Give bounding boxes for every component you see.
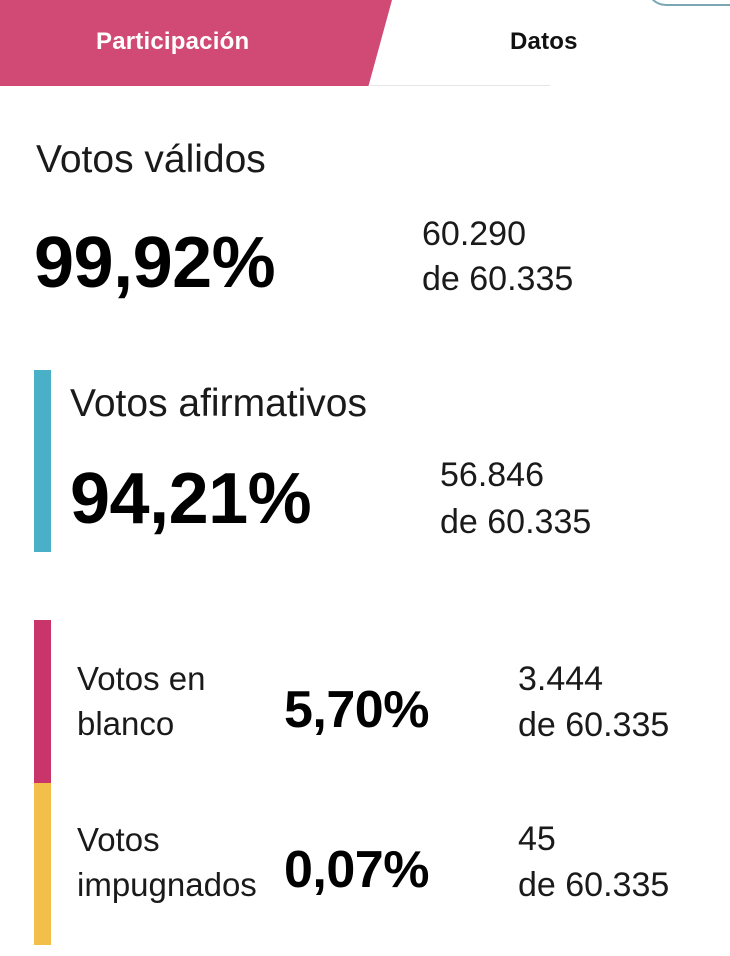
tab-participacion[interactable]: Participación (96, 28, 250, 55)
impugnados-title-line1: Votos (77, 821, 160, 858)
impugnados-percent: 0,07% (284, 841, 429, 899)
impugnados-title: Votos impugnados (77, 818, 287, 907)
afirmativos-count: 56.846 (440, 456, 544, 494)
blanco-title-line1: Votos en (77, 660, 206, 697)
impugnados-count: 45 (518, 820, 556, 858)
blanco-title: Votos en blanco (77, 657, 287, 746)
impugnados-total: de 60.335 (518, 866, 670, 904)
validos-percent: 99,92% (34, 223, 276, 303)
tab-participacion-background[interactable] (0, 0, 392, 86)
validos-total: de 60.335 (422, 260, 574, 298)
impugnados-color-bar (34, 783, 51, 945)
blanco-percent: 5,70% (284, 681, 429, 739)
afirmativos-total: de 60.335 (440, 503, 592, 541)
blanco-count: 3.444 (518, 660, 604, 698)
tab-bar: Participación Datos (0, 0, 577, 86)
blanco-total: de 60.335 (518, 706, 670, 744)
tab-datos[interactable]: Datos (510, 28, 578, 55)
tab-divider (370, 85, 550, 86)
afirmativos-color-bar (34, 370, 51, 552)
validos-title: Votos válidos (36, 138, 266, 181)
validos-count: 60.290 (422, 215, 526, 253)
blanco-color-bar (34, 620, 51, 783)
afirmativos-percent: 94,21% (70, 459, 312, 539)
top-right-decoration (646, 0, 730, 6)
impugnados-title-line2: impugnados (77, 865, 257, 903)
blanco-title-line2: blanco (77, 704, 175, 742)
afirmativos-title: Votos afirmativos (70, 382, 367, 425)
